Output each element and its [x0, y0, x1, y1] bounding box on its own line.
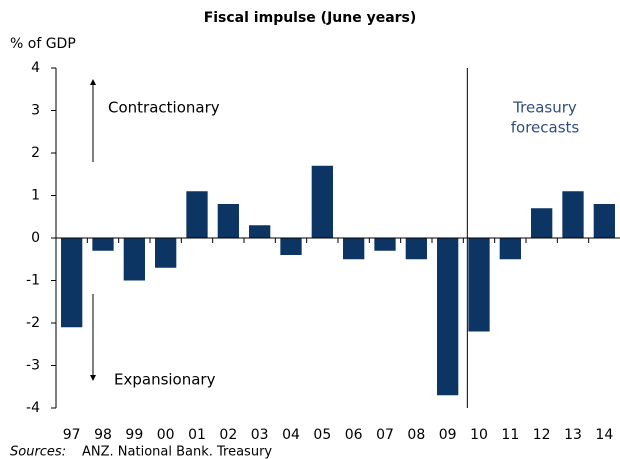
source-label: Sources: [10, 445, 66, 459]
x-tick-label: 09 [439, 427, 457, 443]
bar [531, 208, 553, 238]
y-tick-label: 3 [31, 103, 40, 119]
x-tick-label: 01 [188, 427, 206, 443]
annotation: forecasts [511, 119, 580, 137]
annotation: Expansionary [114, 371, 216, 389]
annotation: Contractionary [108, 99, 220, 117]
bar [374, 238, 396, 251]
y-tick-label: -3 [26, 358, 40, 374]
x-tick-label: 11 [501, 427, 519, 443]
bar [123, 238, 145, 281]
bar [499, 238, 521, 260]
x-tick-label: 99 [125, 427, 143, 443]
annotation: Treasury [512, 99, 577, 117]
x-tick-label: 06 [345, 427, 363, 443]
y-tick-label: -1 [26, 273, 40, 289]
x-tick-label: 04 [282, 427, 300, 443]
x-tick-label: 05 [313, 427, 331, 443]
bar [280, 238, 302, 255]
bar [61, 238, 83, 328]
y-tick-label: 4 [31, 60, 40, 76]
bar [437, 238, 459, 396]
x-tick-label: 14 [595, 427, 613, 443]
x-tick-label: 02 [219, 427, 237, 443]
bar [92, 238, 114, 251]
x-tick-label: 12 [533, 427, 551, 443]
y-tick-label: 1 [31, 188, 40, 204]
bar [311, 165, 333, 238]
y-tick-label: -2 [26, 315, 40, 331]
x-tick-label: 03 [251, 427, 269, 443]
x-tick-label: 97 [63, 427, 81, 443]
x-tick-label: 08 [407, 427, 425, 443]
bar [468, 238, 490, 332]
bar [186, 191, 208, 238]
y-tick-label: 0 [31, 230, 40, 246]
x-tick-label: 00 [157, 427, 175, 443]
x-tick-label: 07 [376, 427, 394, 443]
bar [217, 204, 239, 238]
bar [249, 225, 271, 238]
y-tick-label: 2 [31, 145, 40, 161]
bar [343, 238, 365, 260]
bar [593, 204, 615, 238]
x-tick-label: 13 [564, 427, 582, 443]
x-tick-label: 10 [470, 427, 488, 443]
bar [562, 191, 584, 238]
source: ANZ. National Bank. Treasury [82, 445, 272, 459]
chart-title: Fiscal impulse (June years) [204, 10, 417, 26]
bar [405, 238, 427, 260]
x-tick-label: 98 [94, 427, 112, 443]
y-tick-label: -4 [26, 400, 40, 416]
bar [155, 238, 177, 268]
y-axis-label: % of GDP [10, 36, 76, 52]
